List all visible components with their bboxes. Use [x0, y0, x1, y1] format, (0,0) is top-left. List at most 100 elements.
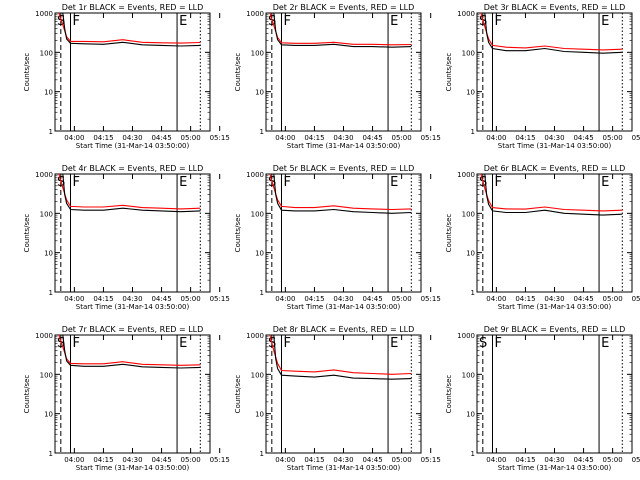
panel-title: Det 1r BLACK = Events, RED = LLD	[62, 3, 204, 12]
y-tick-label: 1000	[457, 332, 475, 340]
y-tick-label: 1	[49, 128, 53, 136]
x-tick-label: 05:15	[632, 134, 640, 142]
x-tick-label: 04:45	[573, 295, 593, 303]
x-tick-label: 04:15	[304, 456, 324, 464]
x-tick-label: 04:30	[544, 295, 564, 303]
y-tick-label: 100	[40, 371, 53, 379]
x-axis-label: Start Time (31-Mar-14 03:50:00)	[287, 142, 401, 150]
x-tick-label: 05:15	[632, 295, 640, 303]
plot-frame	[54, 12, 211, 132]
y-tick-label: 100	[251, 49, 264, 57]
x-tick-label: 04:00	[275, 295, 295, 303]
y-tick-label: 100	[462, 210, 475, 218]
y-tick-label: 100	[251, 210, 264, 218]
panel-4: Det 4r BLACK = Events, RED = LLD 1 10 100 10…	[23, 164, 230, 311]
x-axis-label: Start Time (31-Mar-14 03:50:00)	[287, 464, 401, 472]
x-tick-label: 05:15	[210, 295, 230, 303]
x-tick-label: 04:45	[573, 134, 593, 142]
marker-label: F	[73, 14, 80, 29]
y-axis-label: Counts/sec	[445, 214, 453, 253]
x-tick-label: 04:45	[362, 456, 382, 464]
y-axis-label: Counts/sec	[234, 375, 242, 414]
x-tick-label: 04:00	[275, 134, 295, 142]
plot-frame	[476, 334, 633, 454]
x-tick-label: 04:15	[304, 295, 324, 303]
x-tick-label: 04:00	[486, 295, 506, 303]
plot-frame	[54, 334, 211, 454]
marker-label: F	[73, 336, 80, 351]
x-tick-label: 04:45	[151, 134, 171, 142]
y-tick-label: 100	[40, 210, 53, 218]
marker-label: E	[601, 14, 609, 29]
y-tick-label: 1000	[246, 10, 264, 18]
y-tick-label: 1000	[457, 171, 475, 179]
x-tick-label: 04:30	[544, 456, 564, 464]
series-events-line	[62, 334, 201, 369]
plot-frame	[476, 173, 633, 293]
y-tick-label: 10	[44, 411, 53, 419]
x-tick-label: 04:30	[333, 134, 353, 142]
x-tick-label: 04:00	[64, 295, 84, 303]
marker-label: E	[390, 175, 398, 190]
plot-frame	[265, 334, 422, 454]
marker-label: E	[390, 14, 398, 29]
x-tick-label: 05:00	[603, 456, 623, 464]
y-tick-label: 1000	[246, 332, 264, 340]
x-tick-label: 04:00	[486, 134, 506, 142]
x-tick-label: 04:15	[515, 456, 535, 464]
panel-title: Det 4r BLACK = Events, RED = LLD	[62, 164, 204, 173]
y-tick-label: 100	[462, 49, 475, 57]
x-tick-label: 04:30	[333, 456, 353, 464]
x-tick-label: 05:15	[210, 134, 230, 142]
x-tick-label: 05:00	[181, 134, 201, 142]
x-tick-label: 04:15	[93, 456, 113, 464]
x-tick-label: 04:15	[515, 134, 535, 142]
x-tick-label: 05:00	[603, 295, 623, 303]
x-tick-label: 05:15	[421, 134, 441, 142]
plot-frame	[265, 12, 422, 132]
marker-label: F	[495, 175, 502, 190]
marker-label: F	[284, 14, 291, 29]
series-events-line	[273, 334, 412, 380]
x-axis-label: Start Time (31-Mar-14 03:50:00)	[76, 142, 190, 150]
y-tick-label: 1	[260, 289, 264, 297]
x-tick-label: 05:15	[210, 456, 230, 464]
marker-label: E	[390, 336, 398, 351]
x-tick-label: 04:45	[151, 456, 171, 464]
x-tick-label: 05:00	[392, 456, 412, 464]
y-tick-label: 1000	[457, 10, 475, 18]
marker-label: F	[284, 336, 291, 351]
y-tick-label: 1000	[246, 171, 264, 179]
marker-label: E	[179, 175, 187, 190]
plot-frame	[265, 173, 422, 293]
y-tick-label: 100	[462, 371, 475, 379]
x-tick-label: 05:00	[603, 134, 623, 142]
panel-title: Det 9r BLACK = Events, RED = LLD	[484, 325, 626, 334]
y-axis-label: Counts/sec	[23, 214, 31, 253]
marker-label: E	[179, 336, 187, 351]
panel-7: Det 7r BLACK = Events, RED = LLD 1 10 100 10…	[23, 325, 230, 472]
x-axis-label: Start Time (31-Mar-14 03:50:00)	[498, 303, 612, 311]
y-tick-label: 100	[251, 371, 264, 379]
panel-title: Det 3r BLACK = Events, RED = LLD	[484, 3, 626, 12]
x-tick-label: 04:00	[64, 134, 84, 142]
plot-frame	[476, 12, 633, 132]
y-tick-label: 1	[260, 128, 264, 136]
y-tick-label: 10	[466, 250, 475, 258]
marker-label: E	[601, 175, 609, 190]
y-tick-label: 1	[49, 450, 53, 458]
panel-title: Det 2r BLACK = Events, RED = LLD	[273, 3, 415, 12]
series-events-line	[62, 12, 201, 47]
x-tick-label: 05:15	[421, 456, 441, 464]
x-axis-label: Start Time (31-Mar-14 03:50:00)	[287, 303, 401, 311]
y-tick-label: 1	[471, 289, 475, 297]
series-events-line	[484, 173, 623, 216]
marker-label: E	[179, 14, 187, 29]
marker-label: E	[601, 336, 609, 351]
x-tick-label: 04:45	[362, 134, 382, 142]
y-axis-label: Counts/sec	[23, 375, 31, 414]
x-axis-label: Start Time (31-Mar-14 03:50:00)	[498, 142, 612, 150]
marker-label: F	[284, 175, 291, 190]
y-tick-label: 10	[466, 89, 475, 97]
y-tick-label: 10	[255, 250, 264, 258]
